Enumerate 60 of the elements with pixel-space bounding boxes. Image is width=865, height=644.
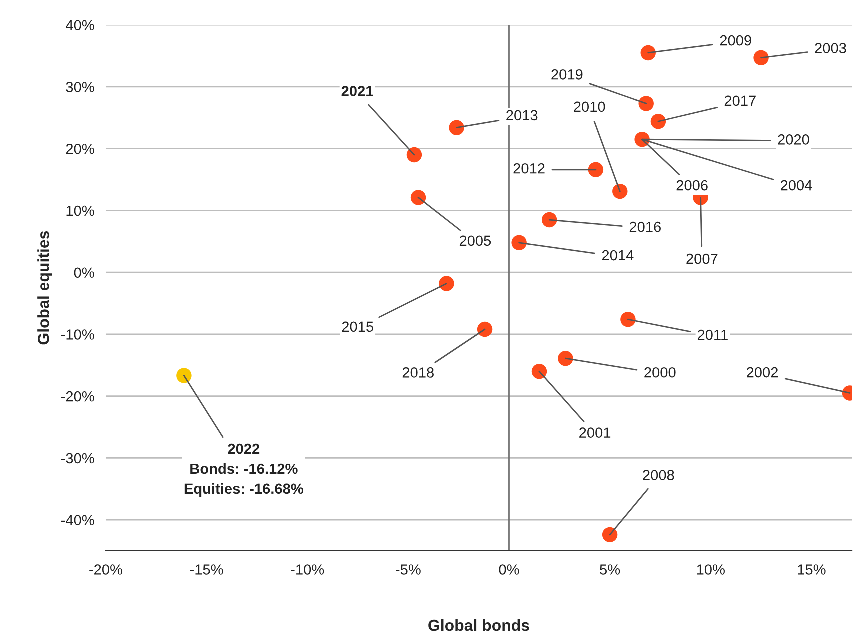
annotation: 2008 (643, 470, 674, 480)
point (439, 276, 454, 292)
annotation: 2009 (720, 35, 752, 46)
annotation: 2003 (815, 43, 846, 54)
point (558, 350, 574, 366)
point (542, 212, 558, 228)
point (602, 527, 618, 543)
x-tick-label: 15% (798, 564, 826, 575)
annotation: 2018 (402, 368, 434, 378)
annotation: 2014 (602, 250, 634, 261)
y-tick-label: -10% (61, 330, 94, 340)
annotation: 2021 (342, 86, 374, 96)
annotation: 2007 (686, 254, 718, 264)
x-axis-title: Global bonds (428, 619, 530, 632)
x-tick-label: 10% (697, 564, 725, 575)
y-tick-label: -20% (61, 391, 94, 402)
x-tick-label: -20% (90, 564, 122, 575)
y-tick-label: 20% (66, 144, 94, 154)
annotation: 2001 (580, 428, 611, 438)
annotation: 2000 (644, 367, 676, 378)
y-tick-label: 10% (66, 206, 94, 216)
point (406, 147, 422, 163)
point (638, 96, 654, 112)
point (176, 368, 192, 384)
annotation: 2002 (747, 367, 778, 378)
point (532, 364, 548, 380)
annotation: 2012 (514, 163, 545, 174)
annotation: 2017 (724, 96, 756, 106)
annotation: 2016 (630, 222, 661, 232)
annotation: 2019 (552, 70, 583, 80)
y-tick-label: 0% (74, 268, 94, 278)
point (640, 45, 656, 61)
x-tick-label: 0% (499, 564, 520, 575)
point (588, 162, 604, 178)
y-tick-label: -40% (61, 515, 94, 526)
annotation: 2011 (698, 330, 728, 340)
point (477, 322, 493, 338)
y-tick-label: 40% (66, 20, 94, 31)
x-tick-label: 5% (600, 564, 620, 575)
y-axis-title: Global equities (38, 231, 52, 345)
y-tick-label: -30% (61, 453, 94, 464)
x-tick-label: -10% (291, 564, 324, 575)
annotation: 2006 (676, 180, 708, 191)
point (620, 312, 636, 328)
x-tick-label: -5% (396, 564, 421, 575)
annotation: 2005 (460, 236, 492, 246)
y-tick-label: 30% (66, 82, 94, 92)
point (410, 190, 426, 206)
annotation: 2004 (781, 180, 812, 191)
annotation: 2022 Bonds: -16.12% Equities: -16.68% (184, 444, 304, 497)
point (650, 114, 666, 130)
point (754, 50, 769, 66)
annotation: 2010 (574, 102, 606, 112)
annotation: 2013 (506, 110, 538, 121)
point (612, 184, 628, 200)
annotation: 2020 (778, 134, 810, 145)
annotation: 2015 (342, 322, 374, 332)
x-tick-label: -15% (190, 564, 224, 575)
point (512, 235, 527, 251)
point (449, 120, 464, 136)
